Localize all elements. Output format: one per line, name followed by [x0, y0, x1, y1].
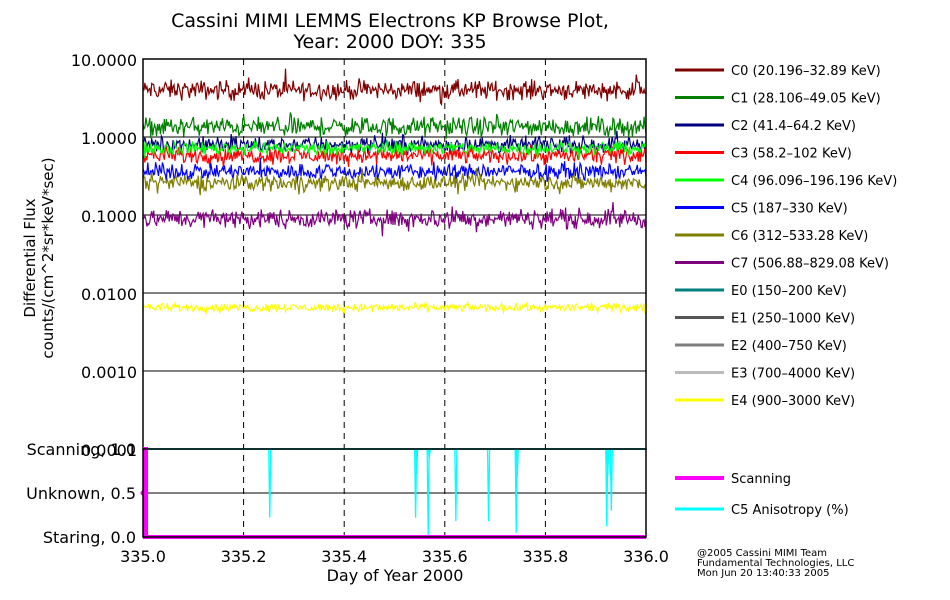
series-line-c6: [142, 168, 646, 196]
y-tick-label: 10.0000: [71, 51, 137, 70]
mode-y-tick-label: Unknown, 0.5: [26, 484, 136, 503]
y-tick-label: 1.0000: [81, 129, 137, 148]
anisotropy-dip: [454, 448, 458, 522]
legend-label-e1: E1 (250–1000 KeV): [731, 312, 855, 327]
mode-y-tick-label: Scanning, 1.0: [27, 440, 136, 459]
x-tick-label: 336.0: [623, 547, 669, 566]
anisotropy-dip: [427, 448, 431, 458]
anisotropy-dip: [426, 448, 430, 538]
legend-label-c4: C4 (96.096–196.196 KeV): [731, 174, 897, 189]
legend-label-c7: C7 (506.88–829.08 KeV): [731, 257, 889, 272]
flux-plot-frame: [142, 58, 647, 450]
chart-title-line2: Year: 2000 DOY: 335: [292, 31, 486, 53]
x-tick-label: 335.2: [221, 547, 267, 566]
flux-legend: C0 (20.196–32.89 KeV) C1 (28.106–49.05 Ke…: [675, 64, 897, 409]
x-axis-label: Day of Year 2000: [327, 566, 464, 585]
legend-label-c6: C6 (312–533.28 KeV): [731, 229, 868, 244]
anisotropy-dip: [515, 448, 519, 478]
credit-line3: Mon Jun 20 13:40:33 2005: [697, 568, 830, 579]
series-line-c7: [142, 202, 647, 237]
series-line-c4: [142, 139, 647, 160]
credit-line2: Fundamental Technologies, LLC: [697, 558, 854, 569]
x-tick-label: 335.6: [422, 547, 468, 566]
series-line-c1: [142, 112, 647, 139]
series-line-c0: [142, 68, 647, 107]
y-tick-label: 0.0010: [81, 363, 137, 382]
x-tick-label: 335.8: [522, 547, 568, 566]
legend-label-e0: E0 (150–200 KeV): [731, 284, 847, 299]
x-tick-label: 335.4: [321, 547, 367, 566]
legend-label-c3: C3 (58.2–102 KeV): [731, 147, 852, 162]
legend-label-c1: C1 (28.106–49.05 KeV): [731, 92, 881, 107]
y-tick-label: 0.1000: [81, 207, 137, 226]
legend-label-c2: C2 (41.4–64.2 KeV): [731, 119, 856, 134]
anisotropy-dip: [414, 448, 419, 474]
credit-line1: @2005 Cassini MIMI Team: [697, 548, 827, 559]
legend-label-anisotropy: C5 Anisotropy (%): [731, 503, 849, 518]
flux-panel: 10.0000 1.0000 0.1000 0.0100 0.0010 0.0001: [71, 51, 647, 537]
mode-legend: Scanning C5 Anisotropy (%): [675, 472, 849, 518]
series-line-c5: [142, 157, 647, 184]
legend-label-e2: E2 (400–750 KeV): [731, 339, 847, 354]
y-axis-label-line2: counts/(cm^2*sr*keV*sec): [39, 157, 57, 358]
legend-label-c5: C5 (187–330 KeV): [731, 202, 848, 217]
legend-label-e4: E4 (900–3000 KeV): [731, 394, 855, 409]
anisotropy-dip: [606, 448, 610, 476]
mode-plot-frame: [142, 448, 647, 538]
legend-label-scanning: Scanning: [731, 472, 791, 487]
legend-label-e3: E3 (700–4000 KeV): [731, 367, 855, 382]
anisotropy-dip: [486, 448, 491, 522]
mode-y-tick-label: Staring, 0.0: [43, 528, 136, 547]
series-line-c3: [142, 144, 647, 169]
y-axis-label-line1: Differential Flux: [21, 198, 39, 317]
series-line-e4: [142, 300, 647, 315]
y-tick-label: 0.0100: [81, 285, 137, 304]
y-tick-label: 0.0001: [81, 441, 137, 460]
anisotropy-dip: [609, 448, 613, 511]
x-tick-label: 335.0: [120, 547, 166, 566]
chart-title-line1: Cassini MIMI LEMMS Electrons KP Browse P…: [171, 10, 609, 32]
legend-label-c0: C0 (20.196–32.89 KeV): [731, 64, 881, 79]
anisotropy-dip: [268, 448, 272, 518]
